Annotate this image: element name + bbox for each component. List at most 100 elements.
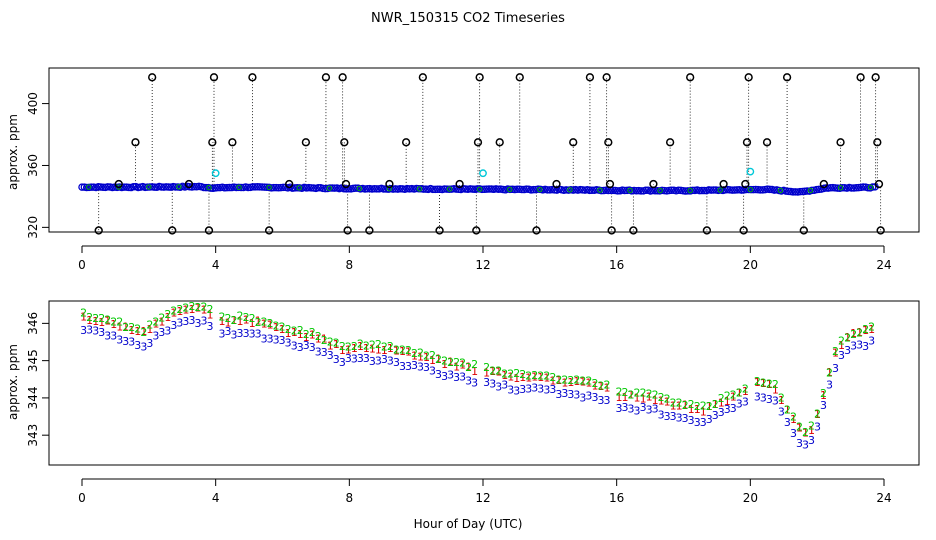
bottom-point-3: 3 bbox=[152, 330, 159, 343]
top-spike-point bbox=[301, 138, 311, 147]
bottom-point-2: 2 bbox=[724, 390, 731, 403]
bottom-point-2: 2 bbox=[327, 335, 334, 348]
bottom-point-2: 2 bbox=[495, 364, 502, 377]
top-point bbox=[225, 183, 234, 192]
bottom-point-2: 2 bbox=[483, 361, 490, 374]
top-flagged-point bbox=[479, 169, 487, 178]
top-point bbox=[256, 183, 264, 191]
bottom-point-3: 3 bbox=[104, 330, 111, 343]
bottom-point-2: 2 bbox=[309, 326, 316, 339]
top-spike-point bbox=[495, 138, 504, 147]
bottom-point-1: 1 bbox=[116, 321, 123, 334]
bottom-point-2: 2 bbox=[465, 361, 472, 374]
bottom-point-3: 3 bbox=[670, 410, 677, 423]
bottom-point-3: 3 bbox=[868, 335, 875, 348]
bottom-point-2: 2 bbox=[435, 353, 442, 366]
top-point bbox=[237, 183, 245, 192]
bottom-point-1: 1 bbox=[375, 344, 382, 357]
bottom-point-1: 1 bbox=[339, 344, 346, 357]
bottom-point-1: 1 bbox=[200, 303, 207, 316]
top-spike-point bbox=[782, 73, 792, 82]
top-point bbox=[728, 186, 737, 194]
top-point bbox=[232, 183, 241, 192]
bottom-point-2: 2 bbox=[688, 398, 695, 411]
bottom-point-2: 2 bbox=[555, 373, 562, 386]
bottom-point-2: 2 bbox=[513, 367, 520, 380]
bottom-point-2: 2 bbox=[237, 310, 244, 323]
bottom-point-1: 1 bbox=[838, 339, 845, 352]
bottom-point-1: 1 bbox=[525, 371, 532, 384]
bottom-point-2: 2 bbox=[345, 341, 352, 354]
top-point bbox=[244, 183, 252, 192]
top-spike-point bbox=[605, 179, 615, 189]
bottom-x-axis: 0 4 8 12 16 20 24 bbox=[78, 478, 892, 505]
bottom-point-2: 2 bbox=[844, 331, 851, 344]
top-point bbox=[396, 185, 404, 193]
bottom-point-2: 2 bbox=[267, 317, 274, 330]
bottom-point-3: 3 bbox=[381, 353, 388, 366]
bottom-point-3: 3 bbox=[495, 381, 502, 394]
bottom-point-3: 3 bbox=[315, 345, 322, 358]
bottom-point-1: 1 bbox=[351, 342, 358, 355]
top-point-green bbox=[266, 184, 272, 191]
top-spike-point bbox=[762, 138, 772, 147]
top-spike-point bbox=[532, 226, 541, 235]
bottom-point-3: 3 bbox=[206, 320, 213, 333]
bottom-y-tick-label: 346 bbox=[26, 312, 40, 335]
top-point bbox=[833, 184, 842, 192]
top-spike-point bbox=[799, 226, 808, 235]
bottom-point-3: 3 bbox=[579, 391, 586, 404]
bottom-point-1: 1 bbox=[567, 376, 574, 389]
bottom-point-3: 3 bbox=[676, 412, 683, 425]
bottom-point-3: 3 bbox=[814, 420, 821, 433]
bottom-point-1: 1 bbox=[405, 346, 412, 359]
top-spike-point bbox=[184, 179, 194, 189]
bottom-point-2: 2 bbox=[285, 323, 292, 336]
top-point bbox=[756, 186, 765, 194]
bottom-point-3: 3 bbox=[237, 327, 244, 340]
bottom-point-3: 3 bbox=[519, 383, 526, 396]
bottom-point-2: 2 bbox=[616, 385, 623, 398]
bottom-point-2: 2 bbox=[357, 338, 364, 351]
top-y-tick-label: 320 bbox=[26, 216, 40, 239]
bottom-point-1: 1 bbox=[303, 331, 310, 344]
bottom-point-3: 3 bbox=[766, 393, 773, 406]
bottom-point-2: 2 bbox=[98, 312, 105, 325]
bottom-point-1: 1 bbox=[628, 389, 635, 402]
bottom-point-2: 2 bbox=[393, 343, 400, 356]
top-point bbox=[307, 184, 315, 192]
bottom-point-2: 2 bbox=[86, 311, 93, 324]
bottom-point-2: 2 bbox=[92, 312, 99, 325]
top-spike-point bbox=[209, 73, 219, 82]
bottom-point-3: 3 bbox=[555, 388, 562, 401]
bottom-point-2: 2 bbox=[579, 374, 586, 387]
bottom-point-3: 3 bbox=[369, 355, 376, 368]
bottom-point-1: 1 bbox=[682, 399, 689, 412]
bottom-point-2: 2 bbox=[573, 374, 580, 387]
bottom-point-3: 3 bbox=[784, 416, 791, 429]
top-spike-point bbox=[874, 179, 884, 189]
bottom-point-1: 1 bbox=[694, 403, 701, 416]
bottom-point-1: 1 bbox=[646, 391, 653, 404]
bottom-point-2: 2 bbox=[459, 357, 466, 370]
top-point bbox=[253, 183, 262, 191]
bottom-point-1: 1 bbox=[363, 342, 370, 355]
bottom-point-1: 1 bbox=[315, 333, 322, 346]
bottom-point-3: 3 bbox=[501, 379, 508, 392]
top-x-tick-label: 16 bbox=[609, 258, 624, 272]
top-point bbox=[164, 183, 173, 191]
bottom-point-3: 3 bbox=[754, 391, 761, 404]
top-point bbox=[249, 183, 257, 191]
top-point bbox=[251, 183, 259, 191]
top-point bbox=[433, 185, 442, 194]
top-x-tick-label: 20 bbox=[743, 258, 758, 272]
bottom-point-3: 3 bbox=[483, 376, 490, 389]
bottom-point-2: 2 bbox=[682, 399, 689, 412]
top-point-green bbox=[657, 187, 663, 194]
bottom-point-2: 2 bbox=[718, 392, 725, 405]
top-point bbox=[473, 185, 482, 193]
bottom-point-3: 3 bbox=[646, 404, 653, 417]
bottom-point-3: 3 bbox=[116, 334, 123, 347]
bottom-y-axis-label: approx. ppm bbox=[6, 344, 20, 420]
top-spike-point bbox=[285, 179, 294, 189]
